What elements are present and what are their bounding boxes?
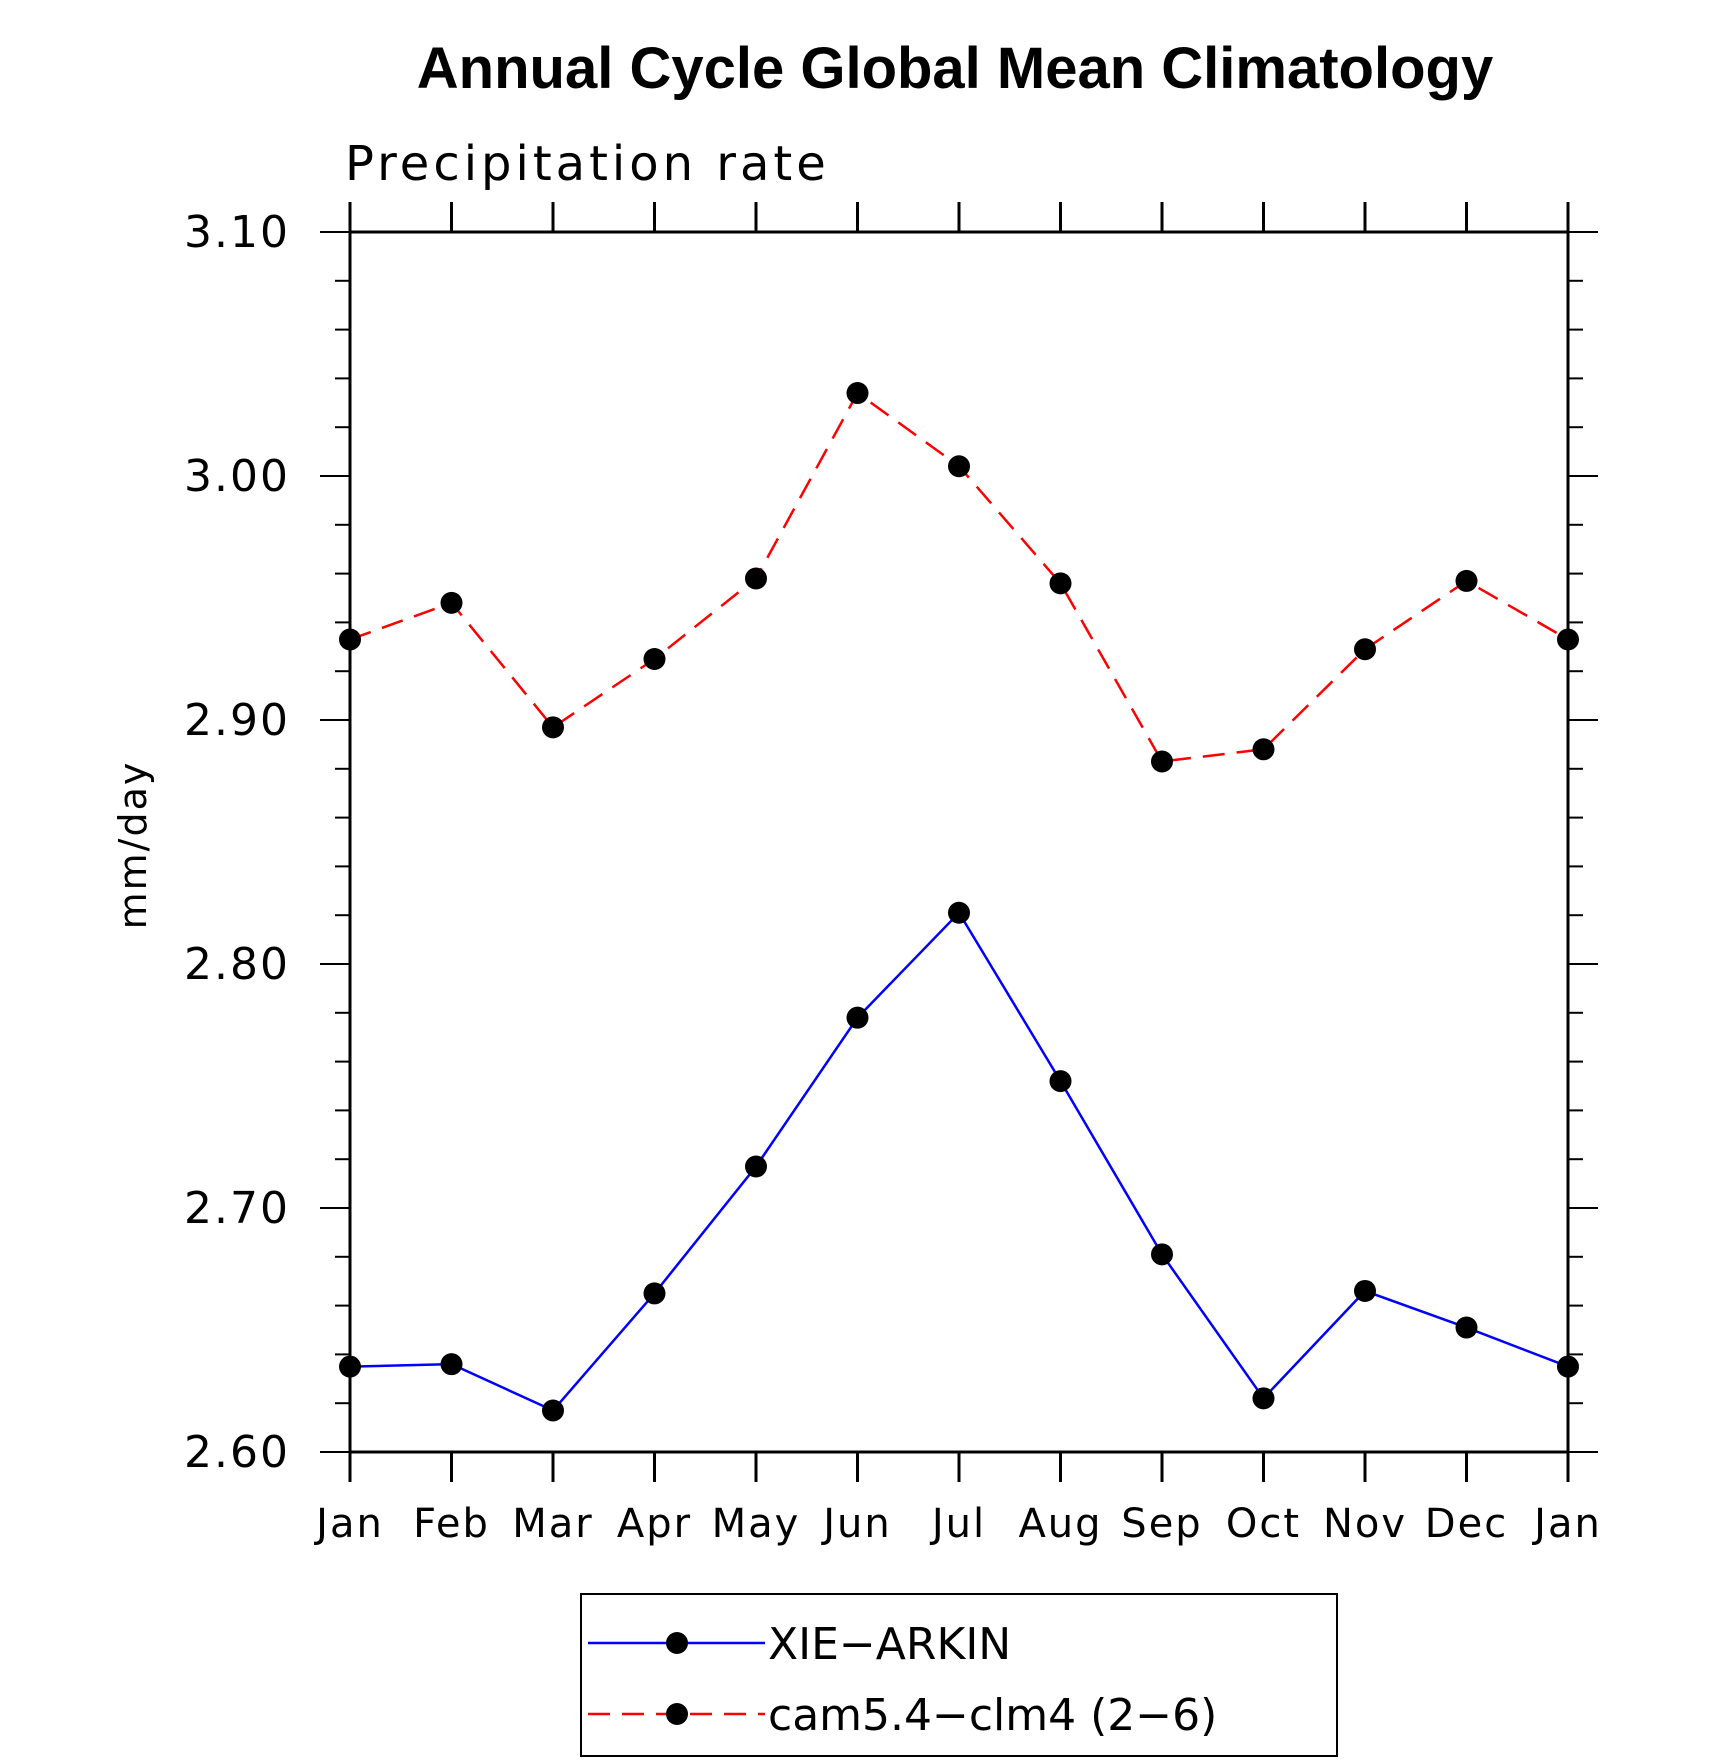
y-tick-label: 2.60: [184, 1427, 290, 1478]
x-tick-label: Jul: [929, 1501, 986, 1547]
legend-box: [580, 1593, 1338, 1757]
data-point: [1557, 1355, 1579, 1378]
data-point: [745, 1155, 767, 1178]
legend-label: XIE−ARKIN: [768, 1619, 1011, 1670]
x-tick-label: Oct: [1226, 1501, 1301, 1547]
data-point: [1354, 638, 1376, 661]
y-tick-label: 3.10: [184, 207, 290, 258]
x-tick-label: Jan: [313, 1501, 384, 1547]
data-point: [846, 382, 869, 405]
data-point: [1354, 1279, 1376, 1302]
data-point: [1557, 628, 1579, 651]
data-point: [542, 716, 564, 739]
x-tick-label: Jun: [820, 1501, 892, 1547]
data-point: [948, 901, 970, 924]
data-point: [1252, 738, 1275, 761]
x-tick-label: Sep: [1121, 1501, 1202, 1547]
x-tick-label: Dec: [1425, 1501, 1508, 1547]
data-point: [745, 567, 767, 590]
x-tick-label: Apr: [617, 1501, 692, 1547]
x-tick-label: Mar: [512, 1501, 593, 1547]
y-tick-label: 3.00: [184, 451, 290, 502]
x-tick-label: May: [712, 1501, 801, 1547]
y-tick-label: 2.80: [184, 939, 290, 990]
series-layer: [339, 382, 1579, 1422]
chart-subtitle: Precipitation rate: [345, 136, 830, 192]
y-tick-label: 2.70: [184, 1183, 290, 1234]
legend-marker: [666, 1703, 688, 1725]
data-point: [1252, 1387, 1275, 1410]
data-point: [339, 628, 361, 651]
legend-label: cam5.4−clm4 (2−6): [768, 1690, 1217, 1741]
legend-marker: [666, 1632, 688, 1654]
y-tick-label: 2.90: [184, 695, 290, 746]
y-axis-label: mm/day: [111, 761, 155, 930]
series-line: [349, 391, 1569, 763]
x-tick-label: Aug: [1018, 1501, 1102, 1547]
data-point: [948, 455, 970, 478]
data-point: [1455, 569, 1478, 592]
axis-tick-labels: Jan Feb Mar Apr May Jun Jul Aug Sep Oct Nov Dec Jan 2…: [184, 207, 1602, 1547]
data-point: [440, 1353, 463, 1376]
x-tick-label: Feb: [413, 1501, 490, 1547]
data-point: [1049, 1070, 1072, 1093]
plot-frame: [348, 230, 1570, 1454]
legend: XIE−ARKIN cam5.4−clm4 (2−6): [580, 1593, 1338, 1757]
data-point: [339, 1355, 361, 1378]
chart-title: Annual Cycle Global Mean Climatology: [417, 36, 1493, 101]
data-point: [542, 1399, 564, 1422]
data-point: [643, 648, 666, 670]
x-tick-label: Nov: [1323, 1501, 1407, 1547]
data-point: [1455, 1316, 1478, 1339]
data-point: [643, 1282, 666, 1305]
x-tick-label: Jan: [1531, 1501, 1602, 1547]
data-point: [846, 1006, 869, 1029]
data-point: [1151, 750, 1173, 773]
series-line: [349, 910, 1569, 1413]
axis-ticks: [320, 202, 1598, 1482]
data-point: [1151, 1243, 1173, 1266]
data-point: [440, 591, 463, 614]
data-point: [1049, 572, 1072, 595]
